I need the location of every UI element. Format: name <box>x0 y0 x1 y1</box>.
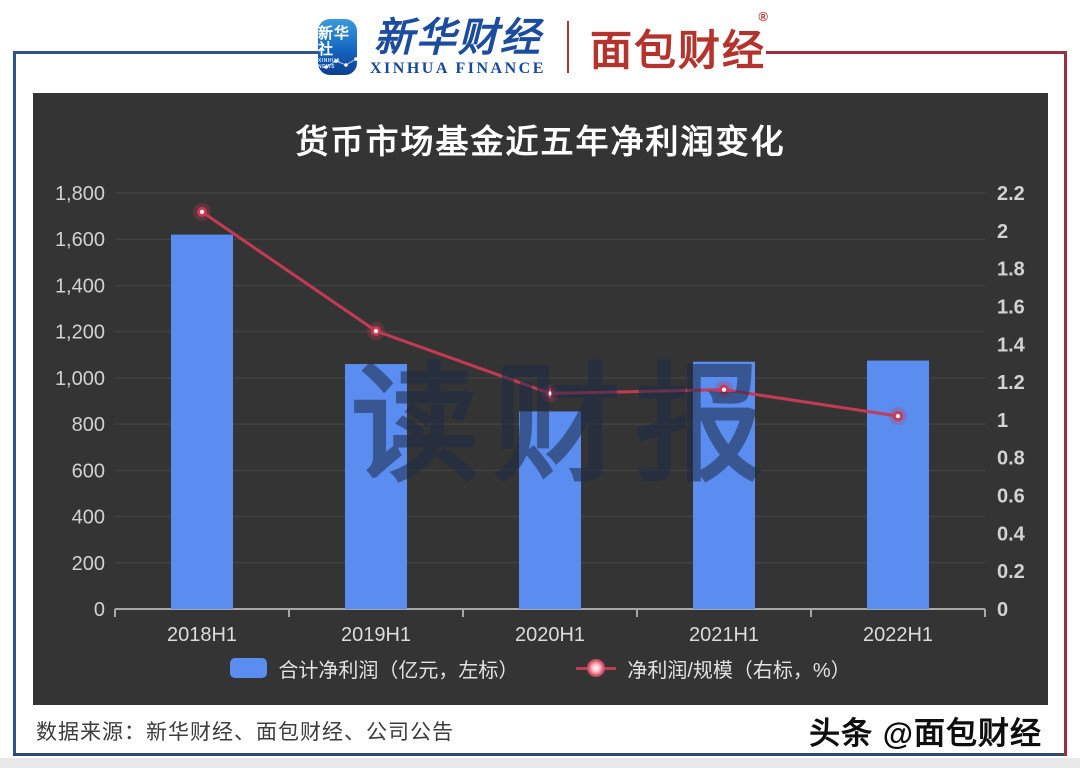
toutiao-handle: 头条 @面包财经 <box>809 716 1042 751</box>
chart-title: 货币市场基金近五年净利润变化 <box>295 123 786 160</box>
xinhua-news-app-icon: 新华社 XINHUA NEWS <box>318 19 357 75</box>
page-bottom-strip <box>0 758 1080 768</box>
svg-text:2019H1: 2019H1 <box>341 624 411 646</box>
svg-text:0.8: 0.8 <box>997 448 1025 470</box>
legend-label-bar: 合计净利润（亿元，左标） <box>278 659 519 682</box>
line-series-marker <box>576 658 617 678</box>
svg-text:1,800: 1,800 <box>55 183 105 205</box>
svg-text:600: 600 <box>72 460 105 482</box>
frame-border-left <box>13 51 16 756</box>
svg-text:2022H1: 2022H1 <box>863 624 933 646</box>
data-source-text: 数据来源：新华财经、面包财经、公司公告 <box>36 721 454 744</box>
network-dots-icon <box>324 57 357 69</box>
registered-mark: ® <box>758 8 770 24</box>
svg-text:2020H1: 2020H1 <box>515 624 585 646</box>
svg-text:0: 0 <box>997 599 1008 621</box>
xinhua-icon-cn-label: 新华社 <box>318 25 351 58</box>
svg-text:1,000: 1,000 <box>55 368 105 390</box>
chart-panel: 0 200 400 600 800 1,000 1,200 1,400 1,600 1,800 0 0… <box>33 93 1048 705</box>
xinhua-finance-en: XINHUA FINANCE <box>369 59 546 77</box>
xinhua-finance-cn: 新华财经 <box>373 15 542 60</box>
frame-border-right <box>1064 51 1067 756</box>
combo-chart: 0 200 400 600 800 1,000 1,200 1,400 1,600 1,800 0 0… <box>55 183 1026 646</box>
svg-text:1,200: 1,200 <box>55 322 105 344</box>
svg-text:0.2: 0.2 <box>997 561 1025 583</box>
svg-text:200: 200 <box>72 553 105 575</box>
svg-text:2021H1: 2021H1 <box>689 624 759 646</box>
svg-text:2018H1: 2018H1 <box>167 624 237 646</box>
legend-item-line: 净利润/规模（右标，%） <box>576 654 851 683</box>
legend-item-bar: 合计净利润（亿元，左标） <box>230 654 518 683</box>
svg-text:2.2: 2.2 <box>997 183 1025 205</box>
logo-divider <box>566 21 569 73</box>
mianbao-finance-logo: 面包财经 ® <box>589 9 768 78</box>
svg-text:400: 400 <box>72 507 105 529</box>
svg-text:1.6: 1.6 <box>997 296 1025 318</box>
svg-text:1,400: 1,400 <box>55 275 105 297</box>
header-logos: 新华社 XINHUA NEWS 新华财经 XINHUA FINANCE 面包财经… <box>318 4 768 90</box>
chart-legend: 合计净利润（亿元，左标） 净利润/规模（右标，%） <box>33 651 1048 685</box>
svg-text:2: 2 <box>997 221 1008 243</box>
svg-text:1.4: 1.4 <box>997 334 1026 356</box>
svg-text:0: 0 <box>94 599 105 621</box>
mianbao-logo-text: 面包财经 <box>589 26 766 74</box>
svg-text:1,600: 1,600 <box>55 229 105 251</box>
svg-text:1.8: 1.8 <box>997 259 1025 281</box>
svg-text:0.6: 0.6 <box>997 486 1025 508</box>
svg-text:0.4: 0.4 <box>997 523 1026 545</box>
legend-label-line: 净利润/规模（右标，%） <box>627 659 851 682</box>
frame-border-bottom <box>13 753 1067 756</box>
svg-text:1: 1 <box>997 410 1008 432</box>
svg-text:1.2: 1.2 <box>997 372 1025 394</box>
xinhua-finance-logo: 新华财经 XINHUA FINANCE <box>370 18 546 77</box>
bar-series-swatch <box>230 658 268 678</box>
svg-text:800: 800 <box>72 414 105 436</box>
